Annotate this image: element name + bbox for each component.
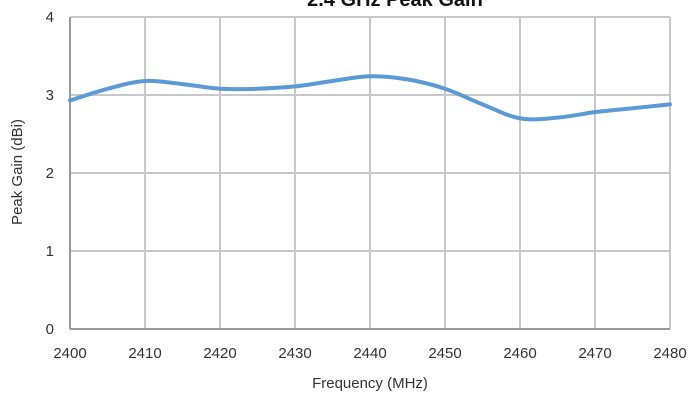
y-tick-0: 0 bbox=[46, 321, 54, 338]
y-axis-label: Peak Gain (dBi) bbox=[9, 119, 26, 225]
y-tick-1: 1 bbox=[46, 243, 54, 260]
y-tick-labels: 0 1 2 3 4 bbox=[46, 9, 54, 338]
x-tick-2410: 2410 bbox=[128, 345, 161, 362]
series-line-0 bbox=[68, 74, 672, 122]
x-tick-2460: 2460 bbox=[503, 345, 536, 362]
x-tick-2440: 2440 bbox=[353, 345, 386, 362]
x-tick-2430: 2430 bbox=[278, 345, 311, 362]
x-tick-labels: 2400 2410 2420 2430 2440 2450 2460 2470 2480 bbox=[53, 345, 686, 362]
y-tick-3: 3 bbox=[46, 87, 54, 104]
chart-title: 2.4 GHz Peak Gain bbox=[307, 0, 483, 11]
series-group bbox=[68, 74, 672, 122]
x-tick-2400: 2400 bbox=[53, 345, 86, 362]
x-tick-2420: 2420 bbox=[203, 345, 236, 362]
y-tick-4: 4 bbox=[46, 9, 54, 26]
x-tick-2450: 2450 bbox=[428, 345, 461, 362]
x-tick-2480: 2480 bbox=[653, 345, 686, 362]
grid bbox=[69, 16, 671, 330]
x-axis-label: Frequency (MHz) bbox=[312, 375, 428, 392]
x-tick-2470: 2470 bbox=[578, 345, 611, 362]
y-tick-2: 2 bbox=[46, 165, 54, 182]
